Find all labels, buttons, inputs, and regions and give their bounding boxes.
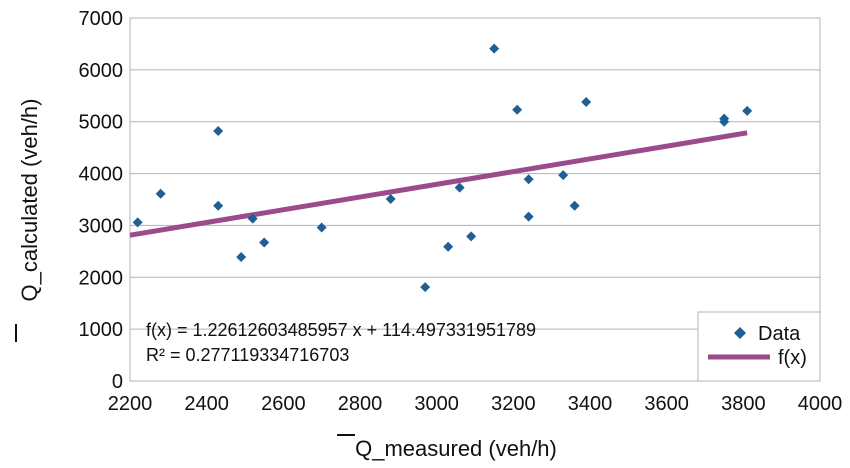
data-point bbox=[523, 174, 534, 185]
y-tick-label: 7000 bbox=[79, 8, 124, 30]
y-tick-label: 4000 bbox=[79, 164, 124, 186]
data-point bbox=[420, 282, 431, 293]
y-axis-title: Q_calculated (veh/h) bbox=[15, 99, 42, 342]
y-tick-label: 6000 bbox=[79, 60, 124, 82]
data-point bbox=[259, 237, 270, 248]
data-points bbox=[132, 43, 753, 293]
data-point bbox=[466, 231, 477, 242]
x-tick-label: 2600 bbox=[261, 393, 306, 415]
data-point bbox=[742, 105, 753, 116]
data-point bbox=[443, 241, 454, 252]
data-point bbox=[512, 104, 523, 115]
x-tick-label: 3000 bbox=[414, 393, 459, 415]
legend-label-fx: f(x) bbox=[778, 347, 807, 369]
trend-line bbox=[129, 130, 748, 238]
data-point bbox=[523, 211, 534, 222]
y-axis-title-text: Q_calculated (veh/h) bbox=[17, 99, 42, 302]
x-tick-labels: 2200 2400 2600 2800 3000 3200 3400 3600 3800 4000 bbox=[108, 393, 843, 415]
r-squared-text: R² = 0.277119334716703 bbox=[146, 345, 349, 365]
data-point bbox=[247, 213, 258, 224]
x-tick-label: 2400 bbox=[184, 393, 229, 415]
x-tick-label: 3200 bbox=[491, 393, 536, 415]
data-point bbox=[581, 97, 592, 108]
y-tick-label: 1000 bbox=[79, 319, 124, 341]
y-tick-label: 2000 bbox=[79, 267, 124, 289]
trend-line-group bbox=[129, 130, 748, 238]
x-tick-label: 2800 bbox=[338, 393, 383, 415]
equation-text: f(x) = 1.22612603485957 x + 114.49733195… bbox=[146, 320, 536, 340]
x-tick-label: 3600 bbox=[644, 393, 689, 415]
data-point bbox=[132, 217, 143, 228]
data-point bbox=[213, 200, 224, 211]
data-point bbox=[569, 200, 580, 211]
data-point bbox=[719, 116, 730, 127]
y-axis-title-overline bbox=[15, 324, 17, 342]
y-tick-label: 0 bbox=[112, 371, 123, 393]
legend-label-data: Data bbox=[758, 323, 801, 345]
x-tick-label: 3400 bbox=[568, 393, 613, 415]
legend-box bbox=[697, 311, 821, 382]
data-point bbox=[316, 222, 327, 233]
data-point bbox=[558, 170, 569, 181]
plot-area-frame bbox=[129, 17, 821, 382]
data-point bbox=[385, 193, 396, 204]
legend: Data f(x) bbox=[697, 311, 821, 382]
x-tick-label: 2200 bbox=[108, 393, 153, 415]
x-tick-label: 3800 bbox=[721, 393, 766, 415]
data-point bbox=[213, 126, 224, 137]
y-tick-label: 5000 bbox=[79, 112, 124, 134]
data-point bbox=[236, 252, 247, 263]
data-point bbox=[489, 43, 500, 54]
x-axis-title: Q_measured (veh/h) bbox=[337, 434, 557, 461]
x-axis-title-overline bbox=[337, 434, 355, 436]
y-tick-labels: 0 1000 2000 3000 4000 5000 6000 7000 bbox=[79, 8, 124, 393]
data-point bbox=[454, 182, 465, 193]
legend-diamond-icon bbox=[734, 327, 746, 339]
y-tick-label: 3000 bbox=[79, 215, 124, 237]
x-tick-label: 4000 bbox=[798, 393, 843, 415]
data-point bbox=[155, 188, 166, 199]
x-axis-title-text: Q_measured (veh/h) bbox=[355, 436, 557, 461]
